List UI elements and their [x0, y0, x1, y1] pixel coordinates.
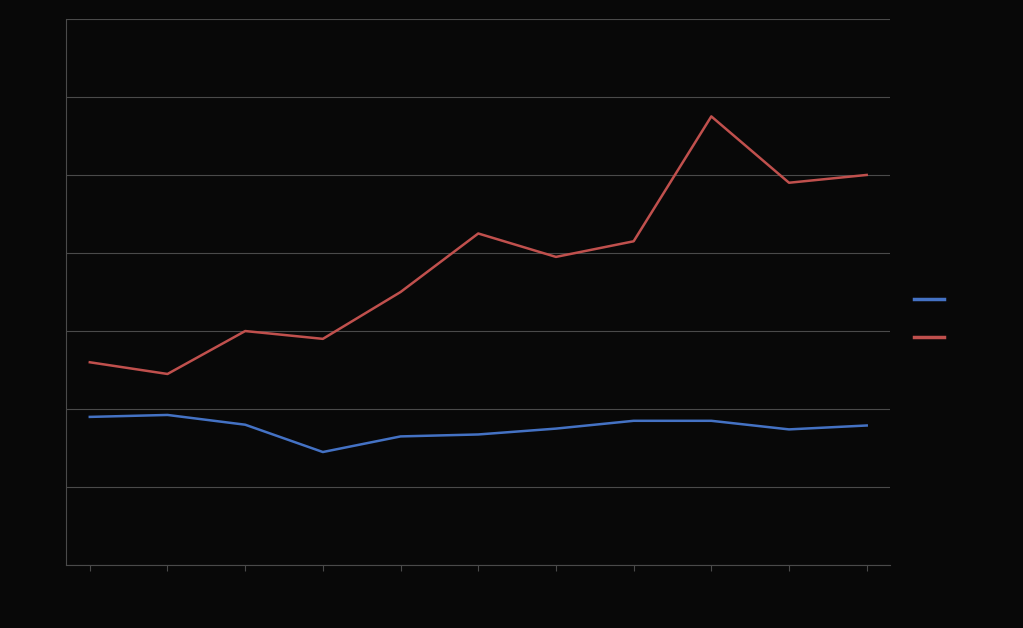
Legend: Suomi, Baltia: Suomi, Baltia [906, 285, 1008, 354]
